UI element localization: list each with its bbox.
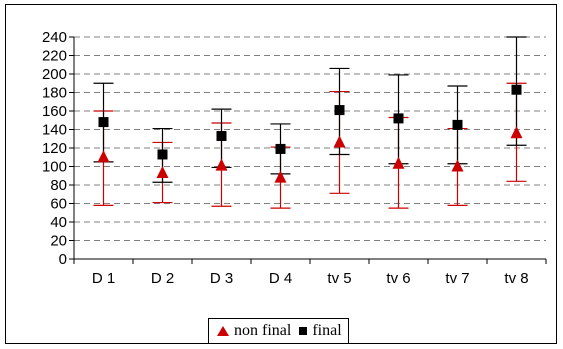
y-tick-label: 200 — [42, 66, 67, 83]
legend-label-non-final: non final — [234, 322, 292, 339]
data-series — [93, 36, 527, 209]
data-point-triangle — [333, 135, 346, 148]
y-tick-label: 20 — [50, 233, 67, 250]
axes — [69, 36, 547, 264]
x-tick-labels: D 1 D 2 D 3 D 4 tv 5 tv 6 tv 7 tv 8 — [92, 270, 529, 287]
legend: non final final — [208, 318, 349, 344]
x-tick-label: D 2 — [151, 270, 174, 287]
data-point-square — [98, 117, 109, 128]
x-tick-label: D 3 — [210, 270, 233, 287]
data-point-triangle — [156, 165, 169, 178]
triangle-marker-icon — [217, 326, 229, 336]
y-tick-label: 0 — [59, 251, 67, 268]
data-point-triangle — [215, 158, 228, 171]
data-point-square — [275, 143, 286, 154]
data-point-triangle — [97, 150, 110, 163]
legend-label-final: final — [312, 322, 342, 339]
y-tick-label: 220 — [42, 48, 67, 65]
y-tick-label: 60 — [50, 196, 67, 213]
data-point-square — [511, 84, 522, 95]
data-point-triangle — [510, 126, 523, 139]
y-tick-label: 100 — [42, 159, 67, 176]
legend-entry-non-final: non final — [217, 322, 291, 340]
y-tick-label: 40 — [50, 214, 67, 231]
series-final — [93, 36, 527, 183]
legend-entry-final: final — [299, 322, 342, 340]
y-tick-label: 140 — [42, 122, 67, 139]
square-marker-icon — [299, 327, 308, 335]
data-point-square — [452, 119, 463, 130]
y-tick-label: 240 — [42, 29, 67, 46]
y-tick-label: 120 — [42, 140, 67, 157]
markers-final — [98, 84, 522, 160]
data-point-triangle — [274, 170, 287, 183]
data-point-triangle — [392, 156, 405, 169]
gridlines — [74, 36, 546, 241]
y-tick-label: 180 — [42, 85, 67, 102]
data-point-square — [334, 105, 345, 116]
y-tick-label: 80 — [50, 177, 67, 194]
data-point-square — [216, 130, 227, 141]
x-tick-label: D 4 — [269, 270, 292, 287]
data-point-square — [157, 149, 168, 160]
x-tick-label: D 1 — [92, 270, 115, 287]
x-tick-label: tv 5 — [327, 270, 351, 287]
data-point-triangle — [451, 159, 464, 172]
data-point-square — [393, 113, 404, 124]
series-non-final — [93, 82, 527, 209]
x-tick-label: tv 8 — [504, 270, 528, 287]
x-tick-label: tv 7 — [445, 270, 469, 287]
x-tick-label: tv 6 — [386, 270, 410, 287]
y-tick-label: 160 — [42, 103, 67, 120]
markers-non-final — [97, 126, 523, 183]
